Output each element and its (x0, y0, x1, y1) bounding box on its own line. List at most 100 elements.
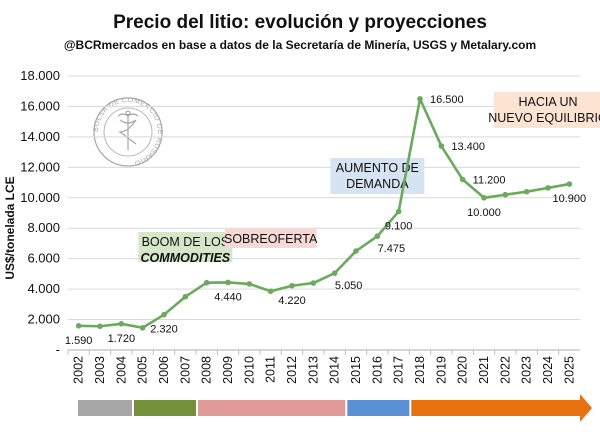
data-point (331, 270, 338, 276)
x-tick-label: 2015 (349, 356, 363, 384)
caduceus-icon (117, 110, 139, 150)
y-tick-label: 10.000 (20, 190, 60, 205)
x-tick-label: 2018 (413, 356, 427, 384)
y-tick-label: - (56, 342, 60, 357)
period-segment (347, 400, 410, 416)
data-label: 10.000 (467, 207, 501, 219)
x-tick-label: 2016 (370, 356, 384, 384)
y-axis-label: US$/tonelada LCE (3, 176, 17, 279)
data-point (246, 281, 253, 287)
annotation-equilibrio: HACIA UN NUEVO EQUILIBRIO (488, 92, 600, 128)
x-tick-label: 2010 (242, 356, 256, 384)
x-tick-label: 2017 (392, 356, 406, 384)
x-tick-label: 2014 (328, 356, 342, 384)
data-point (310, 280, 317, 286)
data-label: 5.050 (335, 280, 363, 292)
data-point (161, 311, 167, 318)
chart-subtitle: @BCRmercados en base a datos de la Secre… (64, 38, 536, 52)
y-tick-label: 16.000 (20, 98, 60, 113)
x-tick-label: 2019 (434, 356, 448, 384)
data-point (118, 321, 125, 327)
x-tick-label: 2002 (72, 356, 86, 384)
data-point (417, 96, 423, 102)
y-tick-label: 12.000 (20, 159, 60, 174)
annotation-text: SOBREOFERTA (224, 232, 318, 246)
data-point (353, 248, 359, 254)
period-segment (78, 400, 132, 416)
x-tick-label: 2024 (541, 356, 555, 384)
data-point (459, 176, 466, 183)
annotation-text: HACIA UN (518, 95, 577, 109)
annotation-text: NUEVO EQUILIBRIO (488, 111, 600, 125)
data-label: 16.500 (430, 94, 464, 106)
data-label: 9.100 (385, 220, 413, 232)
data-point (481, 194, 487, 201)
data-point (225, 279, 231, 286)
series-line (78, 97, 570, 330)
annotation-sobreoferta: SOBREOFERTA (224, 228, 318, 248)
x-tick-label: 2004 (114, 356, 128, 384)
data-label: 11.200 (473, 175, 506, 187)
data-point (97, 323, 103, 330)
bcr-seal-watermark: BOLSA DE COMERCIO DE ROSARIO (93, 97, 163, 167)
data-point (203, 279, 210, 286)
y-tick-label: 6.000 (27, 251, 60, 266)
annotation-box (494, 92, 600, 128)
x-tick-label: 2020 (456, 356, 470, 384)
data-label: 13.400 (451, 141, 485, 153)
y-tick-label: 2.000 (27, 312, 60, 327)
annotations: BOOM DE LOS COMMODITIES SOBREOFERTA AUMENTO… (138, 92, 600, 265)
x-tick-label: 2025 (562, 356, 576, 384)
y-axis: - 2.000 4.000 6.000 8.000 10.000 12.000 14.000 1… (20, 68, 60, 357)
data-label: 10.900 (553, 193, 587, 205)
data-label: 7.475 (378, 243, 406, 255)
annotation-text: COMMODITIES (141, 251, 231, 265)
x-axis: 2002 2003 2004 2005 2006 2007 2008 2009 2010 2011… (67, 350, 576, 384)
annotation-boom: BOOM DE LOS COMMODITIES (138, 232, 233, 265)
data-point (395, 208, 402, 215)
period-arrow (411, 394, 592, 422)
data-label: 4.220 (278, 295, 306, 307)
data-point (545, 185, 551, 191)
x-tick-label: 2012 (285, 356, 299, 384)
y-tick-label: 4.000 (27, 281, 60, 296)
annotation-text: BOOM DE LOS (142, 235, 230, 249)
data-point (438, 143, 445, 149)
x-tick-label: 2011 (264, 356, 278, 383)
data-point (182, 293, 189, 300)
annotation-aumento: AUMENTO DE DEMANDA (330, 158, 425, 194)
period-bar (78, 394, 592, 422)
data-label: 1.590 (65, 335, 93, 347)
data-point (139, 324, 146, 331)
data-point (267, 288, 274, 295)
data-point (523, 188, 530, 195)
annotation-box (224, 228, 317, 248)
chart-title: Precio del litio: evolución y proyeccion… (113, 12, 487, 33)
series (75, 96, 573, 331)
data-label: 2.320 (150, 324, 178, 336)
data-point (75, 322, 82, 329)
x-tick-label: 2009 (221, 356, 235, 384)
data-point (502, 191, 509, 198)
x-tick-label: 2008 (200, 356, 214, 384)
data-label: 4.440 (214, 291, 242, 303)
annotation-text: AUMENTO DE (336, 161, 419, 175)
period-segment (198, 400, 346, 416)
x-tick-label: 2013 (306, 356, 320, 384)
x-tick-label: 2007 (178, 356, 192, 384)
x-tick-label: 2003 (93, 356, 107, 384)
y-tick-label: 8.000 (27, 220, 60, 235)
y-tick-label: 14.000 (20, 129, 60, 144)
x-tick-label: 2022 (498, 356, 512, 384)
y-tick-label: 18.000 (20, 68, 60, 83)
x-tick-label: 2023 (520, 356, 534, 384)
data-point (374, 233, 381, 240)
x-tick-label: 2005 (136, 356, 150, 384)
data-labels: 1.590 1.720 2.320 4.440 4.220 5.050 7.475 9.100… (65, 94, 586, 347)
data-point (289, 282, 295, 289)
data-point (566, 181, 573, 187)
annotation-box (138, 232, 233, 262)
x-tick-label: 2006 (157, 356, 171, 384)
period-segment (134, 400, 196, 416)
